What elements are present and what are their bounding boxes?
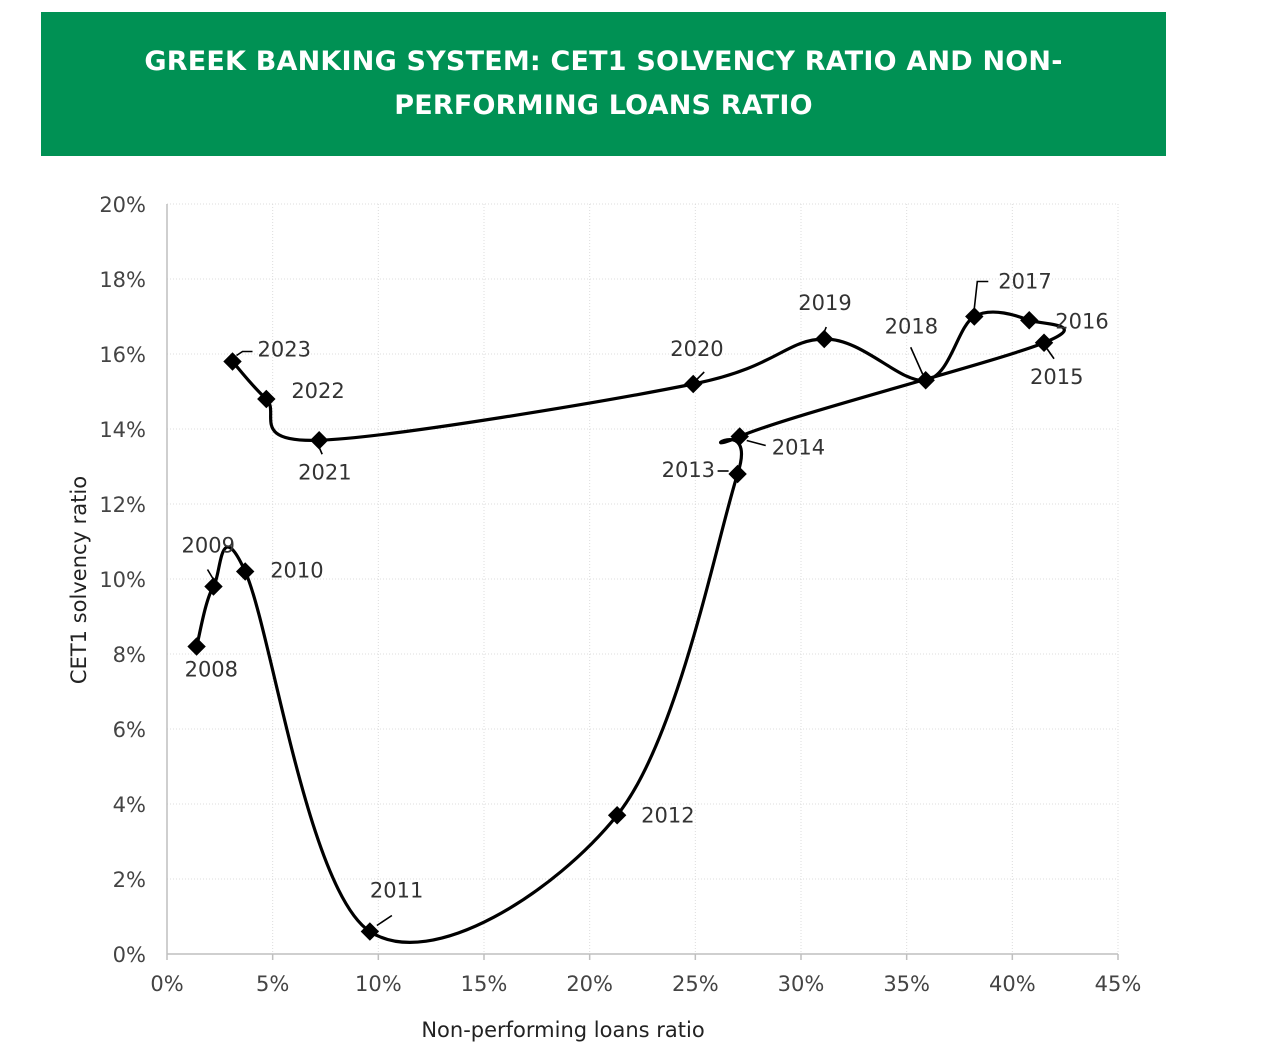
data-point-marker [1034, 333, 1054, 352]
data-point-marker [965, 307, 984, 326]
x-tick-label: 45% [1095, 972, 1142, 996]
data-point-marker [257, 389, 276, 409]
data-point-label: 2020 [670, 337, 723, 361]
label-leader-line [236, 350, 253, 357]
data-point-label: 2017 [998, 270, 1051, 294]
y-tick-label: 8% [113, 643, 146, 667]
data-point-marker [1020, 311, 1039, 330]
x-tick-label: 0% [150, 972, 183, 996]
data-point-marker [309, 431, 329, 450]
y-tick-label: 6% [113, 718, 146, 742]
data-point-label: 2019 [798, 291, 851, 315]
data-point-marker [187, 637, 206, 656]
chart-title: GREEK BANKING SYSTEM: CET1 SOLVENCY RATI… [144, 46, 1063, 121]
data-point-marker [684, 374, 703, 394]
data-point-marker [235, 562, 255, 581]
x-tick-label: 30% [778, 972, 825, 996]
y-tick-label: 0% [113, 943, 146, 967]
x-tick-label: 35% [883, 972, 930, 996]
label-leader-line [1046, 348, 1055, 360]
y-tick-label: 12% [99, 493, 146, 517]
y-tick-label: 10% [99, 568, 146, 592]
data-point-marker [916, 371, 935, 390]
data-point-label: 2015 [1030, 365, 1083, 389]
y-axis-title: CET1 solvency ratio [67, 476, 91, 684]
x-axis-title: Non-performing loans ratio [421, 1018, 704, 1042]
y-tick-label: 4% [113, 793, 146, 817]
data-point-label: 2012 [641, 803, 694, 827]
x-tick-label: 25% [672, 972, 719, 996]
x-tick-label: 10% [355, 972, 402, 996]
data-point-label: 2013 [662, 458, 715, 482]
data-point-marker [223, 352, 242, 371]
label-leader-line [376, 914, 393, 927]
data-point-marker [728, 464, 747, 484]
data-point-label: 2009 [181, 534, 234, 558]
label-leader-line [973, 280, 989, 309]
y-tick-label: 16% [99, 343, 146, 367]
y-tick-label: 14% [99, 418, 146, 442]
data-point-marker [730, 427, 749, 446]
data-point-label: 2018 [885, 314, 938, 338]
data-point-marker [204, 577, 223, 596]
data-point-label: 2022 [291, 379, 344, 403]
label-leader-line [909, 346, 924, 375]
data-point-label: 2016 [1055, 309, 1108, 333]
label-leader-line [696, 371, 705, 380]
data-point-label: 2008 [185, 658, 238, 682]
x-tick-label: 5% [256, 972, 289, 996]
y-tick-label: 2% [113, 868, 146, 892]
gridlines [167, 203, 1119, 954]
data-points: 2008 2009 2010 2011 2012 2013 2014 2015 20162017… [181, 270, 1109, 941]
y-tick-label: 20% [99, 193, 146, 217]
x-tick-label: 40% [989, 972, 1036, 996]
series-line [195, 310, 1066, 944]
data-point-label: 2011 [370, 879, 423, 903]
data-point-label: 2023 [258, 338, 311, 362]
data-point-marker [360, 922, 380, 941]
data-point-label: 2014 [772, 436, 825, 460]
data-point-marker [607, 806, 627, 825]
label-leader-line [746, 439, 766, 447]
y-tick-label: 18% [99, 268, 146, 292]
data-point-label: 2010 [270, 559, 323, 583]
x-tick-label: 15% [461, 972, 508, 996]
data-point-label: 2021 [298, 460, 351, 484]
label-leader-line [206, 569, 215, 580]
x-tick-label: 20% [566, 972, 613, 996]
title-banner: GREEK BANKING SYSTEM: CET1 SOLVENCY RATI… [41, 12, 1166, 156]
data-point-marker [815, 329, 834, 349]
